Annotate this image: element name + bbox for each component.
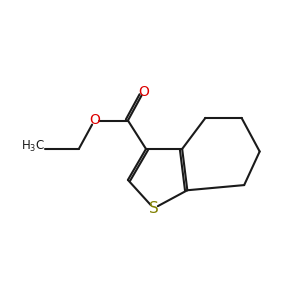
- Text: S: S: [149, 201, 159, 216]
- Text: H$_3$C: H$_3$C: [21, 139, 45, 154]
- Text: O: O: [138, 85, 149, 99]
- Text: O: O: [89, 113, 100, 128]
